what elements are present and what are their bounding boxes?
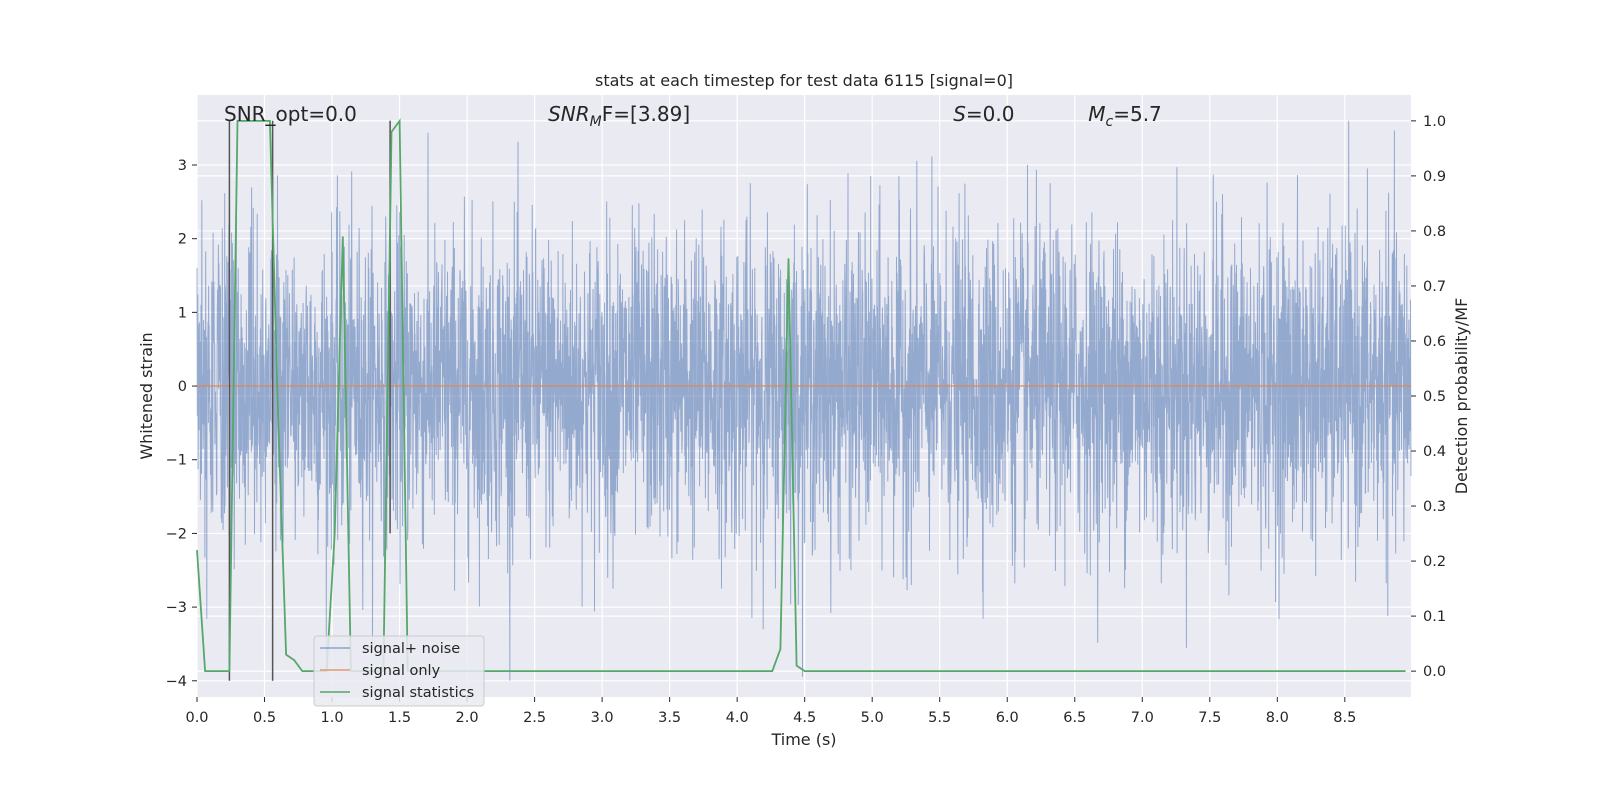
x-tick-label: 3.0 — [591, 710, 614, 726]
x-tick-label: 3.5 — [658, 710, 681, 726]
x-axis-label: Time (s) — [770, 730, 836, 749]
x-tick-label: 2.5 — [523, 710, 546, 726]
x-axis-ticks: 0.0 0.5 1.0 1.5 2.0 2.5 3.0 3.5 4.0 4.5 5.0 5.5 6.0 6… — [185, 697, 1356, 726]
y-tick-label: 3 — [178, 158, 187, 174]
annotations: SNR_opt=0.0 SNRMF=[3.89] S=0.0 Mc=5.7 — [224, 102, 1162, 130]
x-tick-label: 7.5 — [1198, 710, 1221, 726]
y2-tick-label: 0.9 — [1423, 169, 1446, 185]
y2-tick-label: 0.0 — [1423, 664, 1446, 680]
x-tick-label: 6.0 — [996, 710, 1019, 726]
x-tick-label: 8.5 — [1333, 710, 1356, 726]
legend-label-signal-only: signal only — [362, 663, 441, 679]
x-tick-label: 0.0 — [185, 710, 208, 726]
x-tick-label: 1.0 — [321, 710, 344, 726]
x-tick-label: 1.5 — [388, 710, 411, 726]
annotation-label: SNRMF=[3.89] — [548, 102, 690, 130]
legend-label-signal-statistics: signal statistics — [362, 685, 474, 701]
y2-tick-label: 0.5 — [1423, 389, 1446, 405]
annotation-label: Mc=5.7 — [1088, 102, 1162, 130]
x-tick-label: 0.5 — [253, 710, 276, 726]
x-tick-label: 5.0 — [861, 710, 884, 726]
y2-tick-label: 0.2 — [1423, 554, 1446, 570]
y2-axis-ticks: 0.0 0.1 0.2 0.3 0.4 0.5 0.6 0.7 0.8 0.9 1.0 — [1411, 114, 1446, 680]
y-tick-label: −2 — [166, 526, 187, 542]
y-tick-label: 0 — [178, 379, 187, 395]
signal-noise-line — [196, 120, 1412, 681]
x-tick-label: 2.0 — [456, 710, 479, 726]
y-tick-label: 2 — [178, 232, 187, 248]
legend-frame — [313, 635, 485, 707]
chart-title: stats at each timestep for test data 611… — [595, 71, 1013, 90]
x-tick-label: 8.0 — [1266, 710, 1289, 726]
y-tick-label: 1 — [178, 305, 187, 321]
y2-tick-label: 0.1 — [1423, 609, 1446, 625]
y2-tick-label: 0.6 — [1423, 334, 1446, 350]
y2-tick-label: 0.3 — [1423, 499, 1446, 515]
annotation-label: S=0.0 — [953, 102, 1014, 126]
legend: signal+ noise signal only signal statist… — [313, 635, 485, 707]
y2-tick-label: 1.0 — [1423, 114, 1446, 130]
x-tick-label: 4.0 — [726, 710, 749, 726]
y2-axis-label: Detection probability/MF — [1452, 298, 1471, 495]
annotation-label: SNR_opt=0.0 — [224, 102, 357, 126]
x-tick-label: 7.0 — [1131, 710, 1154, 726]
y-tick-label: −4 — [166, 674, 187, 690]
x-tick-label: 4.5 — [793, 710, 816, 726]
legend-label-signal-noise: signal+ noise — [362, 641, 460, 657]
y-axis-ticks: −4 −3 −2 −1 0 1 2 3 — [166, 158, 197, 690]
y-tick-label: −1 — [166, 453, 187, 469]
y2-tick-label: 0.7 — [1423, 279, 1446, 295]
y-tick-label: −3 — [166, 600, 187, 616]
signal-noise-series — [196, 120, 1412, 681]
x-tick-label: 6.5 — [1063, 710, 1086, 726]
y-axis-label: Whitened strain — [137, 332, 156, 459]
y2-tick-label: 0.8 — [1423, 224, 1446, 240]
y2-tick-label: 0.4 — [1423, 444, 1446, 460]
x-tick-label: 5.5 — [928, 710, 951, 726]
